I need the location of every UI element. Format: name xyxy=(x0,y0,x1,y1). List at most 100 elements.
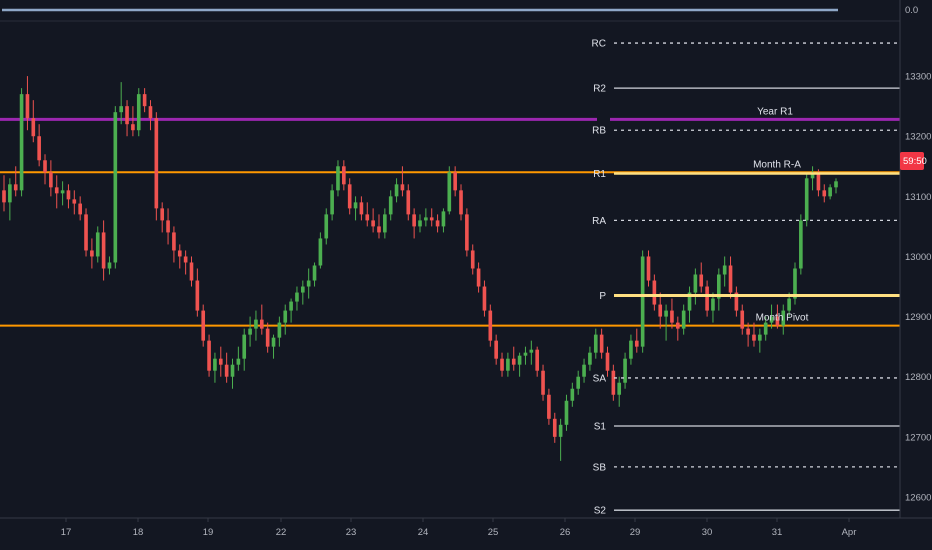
candle-body-27 xyxy=(160,208,165,221)
candle-body-21 xyxy=(125,106,129,125)
x-tick-11: Apr xyxy=(842,527,857,538)
candle-body-72 xyxy=(424,217,428,221)
candle-body-133 xyxy=(781,310,786,326)
candle-body-23 xyxy=(136,94,141,131)
candle-body-71 xyxy=(418,220,422,227)
level-label-sa: SA xyxy=(593,373,607,384)
candle-body-45 xyxy=(265,328,270,347)
x-tick-10: 31 xyxy=(772,527,783,538)
candle-body-125 xyxy=(734,292,739,311)
annotation-label-0: Year R1 xyxy=(757,106,793,117)
candle-body-121 xyxy=(711,298,715,311)
candle-body-61 xyxy=(359,202,364,215)
candle-body-26 xyxy=(154,118,159,209)
x-axis-ticks: 17 18 19 22 23 24 25 26 29 30 31 Apr xyxy=(61,518,857,538)
candle-body-111 xyxy=(652,280,657,305)
candle-body-119 xyxy=(699,274,704,287)
candle-body-53 xyxy=(312,265,317,281)
candle-body-122 xyxy=(717,274,721,299)
candle-body-116 xyxy=(681,310,686,329)
candle-body-12 xyxy=(72,199,77,204)
candle-body-69 xyxy=(406,190,411,215)
candle-body-141 xyxy=(828,187,832,197)
candle-body-102 xyxy=(599,334,604,353)
level-label-sb: SB xyxy=(593,462,607,473)
y-tick-3: 13000.0 xyxy=(905,252,932,263)
candle-body-76 xyxy=(447,172,452,212)
candle-body-10 xyxy=(60,190,65,194)
candle-body-90 xyxy=(529,349,534,353)
x-tick-3: 22 xyxy=(276,527,287,538)
candle-body-62 xyxy=(365,214,370,221)
candle-body-130 xyxy=(763,322,768,335)
candle-body-33 xyxy=(195,280,200,311)
candle-body-98 xyxy=(576,376,581,389)
candle-body-5 xyxy=(31,118,36,137)
candle-body-104 xyxy=(611,370,616,395)
candle-body-107 xyxy=(629,340,633,359)
candle-body-94 xyxy=(552,418,557,437)
y-tick-1: 13200.0 xyxy=(905,132,932,143)
candle-body-120 xyxy=(705,286,709,311)
candle-body-65 xyxy=(383,214,387,233)
level-label-rc: RC xyxy=(592,39,606,50)
candle-body-132 xyxy=(775,316,780,326)
candle-body-127 xyxy=(746,328,750,335)
candle-body-11 xyxy=(66,190,71,200)
candle-body-80 xyxy=(470,250,475,269)
candle-body-115 xyxy=(675,322,680,329)
candle-body-87 xyxy=(511,358,516,365)
level-label-ra: RA xyxy=(592,216,606,227)
candle-body-105 xyxy=(617,382,622,395)
candle-body-2 xyxy=(13,184,18,191)
candle-body-50 xyxy=(295,292,299,302)
x-tick-9: 30 xyxy=(702,527,713,538)
candle-body-79 xyxy=(465,214,469,251)
candle-body-66 xyxy=(388,196,393,215)
candle-body-51 xyxy=(301,286,305,293)
candle-body-70 xyxy=(412,214,416,227)
x-tick-1: 18 xyxy=(133,527,144,538)
candle-body-22 xyxy=(131,124,135,131)
candle-body-89 xyxy=(523,352,528,356)
candle-body-131 xyxy=(769,316,774,323)
candle-body-93 xyxy=(547,394,551,419)
candle-body-58 xyxy=(342,166,346,185)
candle-body-134 xyxy=(787,298,791,311)
candle-body-96 xyxy=(564,400,569,425)
level-label-s2: S2 xyxy=(594,506,607,517)
pivot-levels: RC R2 RB R1 RA P SA S1 SB S2 xyxy=(592,39,900,517)
candle-body-85 xyxy=(500,358,504,371)
candle-body-64 xyxy=(377,226,381,233)
candle-body-118 xyxy=(693,274,698,293)
candle-body-124 xyxy=(728,265,733,293)
candle-body-92 xyxy=(541,370,545,395)
candle-body-36 xyxy=(213,358,217,371)
candle-body-14 xyxy=(84,214,88,251)
last-price-tag-bg xyxy=(900,152,924,170)
candle-body-113 xyxy=(664,310,668,317)
candle-body-43 xyxy=(254,319,258,329)
candles xyxy=(2,76,838,461)
candle-body-6 xyxy=(37,136,41,161)
x-tick-4: 23 xyxy=(346,527,357,538)
level-label-r2: R2 xyxy=(593,84,606,95)
candle-body-25 xyxy=(148,106,153,119)
candle-body-136 xyxy=(799,220,803,269)
candle-body-83 xyxy=(488,310,493,341)
candle-body-139 xyxy=(816,172,821,191)
candle-body-68 xyxy=(400,184,405,191)
last-price-label: 59:50 xyxy=(903,156,927,167)
candle-body-142 xyxy=(834,181,838,188)
y-tick-4: 12900.0 xyxy=(905,312,932,323)
annotations: Year R1 Month R-A Month Pivot xyxy=(753,106,809,323)
candle-body-84 xyxy=(494,340,498,359)
x-tick-0: 17 xyxy=(61,527,72,538)
candle-body-126 xyxy=(740,310,745,329)
candle-body-101 xyxy=(593,334,598,353)
candle-body-77 xyxy=(453,172,457,191)
candle-body-20 xyxy=(119,106,123,113)
x-tick-2: 19 xyxy=(203,527,214,538)
candle-body-57 xyxy=(336,166,340,191)
candle-body-1 xyxy=(8,184,12,203)
